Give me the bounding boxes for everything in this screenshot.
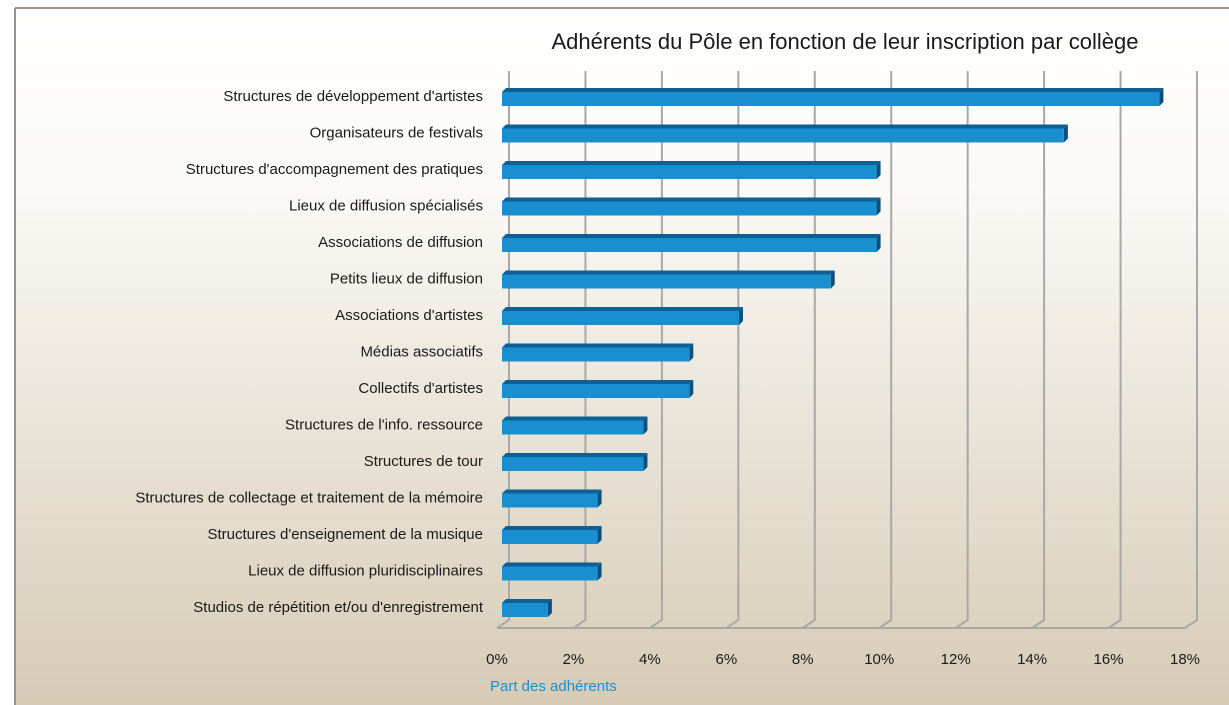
bar-side: [689, 380, 694, 398]
bar: [502, 566, 598, 581]
x-tick-label: 14%: [1017, 651, 1047, 668]
bar-side: [643, 453, 648, 471]
category-label: Médias associatifs: [360, 343, 483, 360]
x-tick-label: 12%: [941, 651, 971, 668]
grid-line: [878, 71, 893, 629]
category-label: Lieux de diffusion pluridisciplinaires: [248, 562, 483, 579]
bar-top: [502, 526, 602, 530]
grid-line: [725, 71, 740, 629]
bar: [502, 201, 877, 216]
bar-side: [1063, 124, 1068, 143]
bar-top: [502, 489, 602, 494]
bar: [502, 493, 598, 508]
chart-title: Adhérents du Pôle en fonction de leur in…: [551, 29, 1138, 54]
bar: [502, 128, 1064, 143]
bar: [502, 603, 548, 617]
bar-side: [876, 197, 881, 216]
category-label: Associations de diffusion: [318, 234, 483, 251]
grid-line: [1108, 71, 1122, 629]
category-label: Structures de développement d'artistes: [223, 88, 483, 105]
bar-top: [502, 88, 1164, 92]
grid-line: [1184, 71, 1198, 629]
category-label: Studios de répétition et/ou d'enregistre…: [193, 599, 484, 616]
x-tick-label: 0%: [486, 651, 508, 668]
bar: [502, 420, 644, 435]
bar: [502, 311, 739, 325]
category-label: Collectifs d'artistes: [358, 380, 483, 397]
bar-top: [502, 270, 835, 275]
bar-top: [502, 197, 881, 202]
x-tick-label: 8%: [792, 651, 814, 668]
category-label: Structures de l'info. ressource: [285, 416, 483, 433]
bar-side: [689, 343, 694, 362]
x-tick-label: 6%: [715, 651, 737, 668]
category-label: Associations d'artistes: [335, 307, 483, 324]
bar-top: [502, 343, 694, 348]
grid-line: [802, 71, 816, 629]
bar: [502, 530, 598, 544]
grid-line: [1031, 71, 1046, 629]
bar: [502, 238, 877, 252]
bar-side: [830, 270, 835, 289]
bar-side: [738, 307, 743, 325]
grid-line: [572, 71, 587, 629]
category-label: Organisateurs de festivals: [310, 124, 483, 141]
bar-side: [876, 234, 881, 252]
bar-side: [643, 416, 648, 435]
category-label: Structures de tour: [364, 453, 483, 470]
bar-top: [502, 124, 1068, 129]
bar-side: [597, 526, 602, 544]
bar-top: [502, 562, 602, 567]
grid-line: [955, 71, 969, 629]
bar-top: [502, 234, 881, 238]
bar-side: [1159, 88, 1164, 106]
bar: [502, 92, 1160, 106]
x-tick-label: 18%: [1170, 651, 1200, 668]
bar-side: [876, 161, 881, 179]
bar-top: [502, 599, 552, 603]
bar-top: [502, 307, 743, 311]
x-tick-label: 10%: [864, 651, 894, 668]
category-label: Petits lieux de diffusion: [330, 270, 483, 287]
category-label: Structures d'enseignement de la musique: [207, 526, 483, 543]
category-label: Lieux de diffusion spécialisés: [289, 197, 483, 214]
bar: [502, 384, 690, 398]
x-axis-label: Part des adhérents: [490, 678, 617, 695]
bar: [502, 347, 690, 362]
bar-top: [502, 453, 648, 457]
grid-line: [496, 71, 510, 629]
x-tick-label: 16%: [1094, 651, 1124, 668]
x-tick-label: 4%: [639, 651, 661, 668]
category-label: Structures d'accompagnement des pratique…: [186, 161, 483, 178]
bar-top: [502, 380, 694, 384]
bar-side: [597, 489, 602, 508]
grid-line: [649, 71, 663, 629]
x-tick-label: 2%: [563, 651, 585, 668]
bar-top: [502, 416, 648, 421]
bar: [502, 274, 831, 289]
bar-side: [547, 599, 552, 617]
category-label: Structures de collectage et traitement d…: [135, 489, 483, 506]
bar: [502, 457, 644, 471]
bar: [502, 165, 877, 179]
bar-top: [502, 161, 881, 165]
bar-side: [597, 562, 602, 581]
